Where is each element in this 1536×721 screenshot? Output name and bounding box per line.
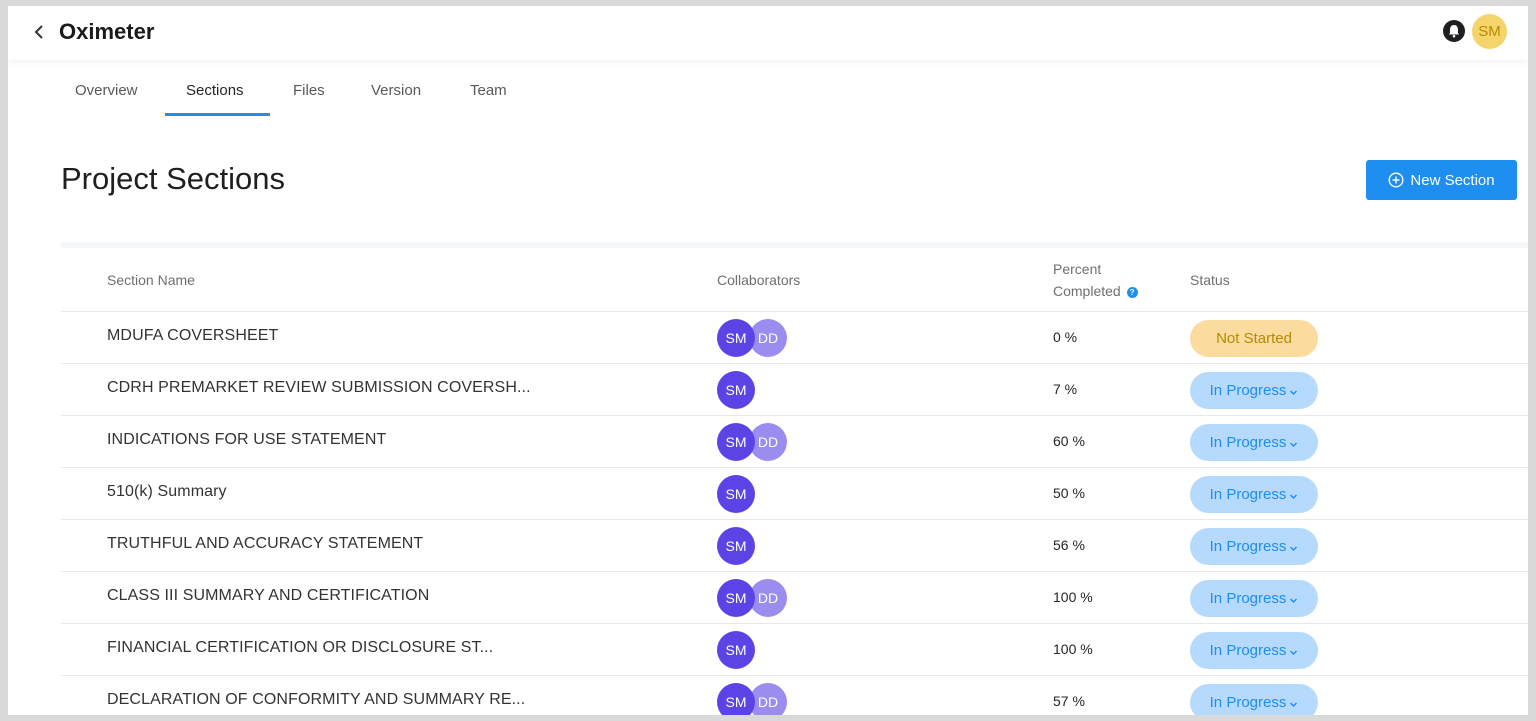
status-dropdown[interactable]: In Progress — [1190, 684, 1318, 715]
section-name[interactable]: DECLARATION OF CONFORMITY AND SUMMARY RE… — [107, 691, 526, 708]
tab-bar: Overview Sections Files Version Team — [8, 66, 1528, 118]
status-dropdown[interactable]: In Progress — [1190, 528, 1318, 565]
plus-circle-icon — [1388, 172, 1404, 188]
app-title: Oximeter — [59, 19, 155, 44]
section-name[interactable]: CLASS III SUMMARY AND CERTIFICATION — [107, 587, 430, 604]
percent-completed: 7 % — [1053, 381, 1078, 397]
table-row[interactable]: CDRH PREMARKET REVIEW SUBMISSION COVERSH… — [61, 364, 1528, 416]
status-label: In Progress — [1209, 642, 1287, 659]
header-collaborators: Collaborators — [717, 272, 801, 288]
chevron-down-icon — [1290, 702, 1298, 707]
table-row[interactable]: 510(k) Summary SM 50 % In Progress — [61, 468, 1528, 520]
collaborator-avatar[interactable]: SM — [717, 475, 755, 513]
section-name[interactable]: FINANCIAL CERTIFICATION OR DISCLOSURE ST… — [107, 639, 494, 656]
collaborator-avatar[interactable]: SM — [717, 371, 755, 409]
help-icon[interactable]: ? — [1126, 286, 1138, 298]
status-dropdown[interactable]: In Progress — [1190, 424, 1318, 461]
header-status: Status — [1190, 272, 1230, 288]
top-bar: Oximeter SM — [8, 6, 1528, 60]
bell-icon[interactable] — [1443, 20, 1465, 42]
collaborator-avatar[interactable]: SM — [717, 527, 755, 565]
chevron-left-icon[interactable] — [30, 21, 48, 43]
header-percent-completed[interactable]: Percent Completed ? — [1053, 258, 1138, 302]
collaborator-avatar[interactable]: SM — [717, 319, 755, 357]
collaborator-avatar[interactable]: SM — [717, 683, 755, 715]
tab-team[interactable]: Team — [470, 82, 507, 99]
section-name[interactable]: INDICATIONS FOR USE STATEMENT — [107, 431, 387, 448]
status-label: In Progress — [1209, 382, 1287, 399]
chevron-down-icon — [1290, 442, 1298, 447]
page-title: Project Sections — [61, 161, 285, 196]
table-row[interactable]: MDUFA COVERSHEET SM DD 0 % Not Started — [61, 312, 1528, 364]
collaborator-avatar[interactable]: DD — [749, 683, 787, 715]
tab-files[interactable]: Files — [293, 82, 325, 99]
status-label: In Progress — [1209, 538, 1287, 555]
collaborator-avatar[interactable]: SM — [717, 579, 755, 617]
section-name[interactable]: CDRH PREMARKET REVIEW SUBMISSION COVERSH… — [107, 379, 531, 396]
table-row[interactable]: FINANCIAL CERTIFICATION OR DISCLOSURE ST… — [61, 624, 1528, 676]
collaborator-avatar[interactable]: SM — [717, 631, 755, 669]
new-section-label: New Section — [1410, 171, 1495, 189]
sections-table: Section Name Collaborators Percent Compl… — [61, 242, 1528, 715]
status-dropdown[interactable]: In Progress — [1190, 580, 1318, 617]
status-label: In Progress — [1209, 694, 1287, 711]
table-row[interactable]: CLASS III SUMMARY AND CERTIFICATION SM DD 1… — [61, 572, 1528, 624]
status-dropdown[interactable]: In Progress — [1190, 372, 1318, 409]
header-section-name[interactable]: Section Name — [107, 272, 195, 288]
table-header: Section Name Collaborators Percent Compl… — [61, 248, 1528, 312]
status-dropdown[interactable]: Not Started — [1190, 320, 1318, 357]
status-dropdown[interactable]: In Progress — [1190, 476, 1318, 513]
percent-completed: 100 % — [1053, 589, 1093, 605]
collaborator-avatar[interactable]: DD — [749, 423, 787, 461]
status-dropdown[interactable]: In Progress — [1190, 632, 1318, 669]
header-percent-line1: Percent — [1053, 261, 1102, 277]
chevron-down-icon — [1290, 494, 1298, 499]
active-tab-indicator — [165, 113, 270, 116]
tab-version[interactable]: Version — [371, 82, 422, 99]
app-frame: Oximeter SM Overview Sections Files Vers… — [8, 6, 1528, 715]
tab-sections[interactable]: Sections — [186, 82, 244, 99]
tab-overview[interactable]: Overview — [75, 82, 138, 99]
chevron-down-icon — [1290, 598, 1298, 603]
table-row[interactable]: TRUTHFUL AND ACCURACY STATEMENT SM 56 % In … — [61, 520, 1528, 572]
status-label: Not Started — [1216, 330, 1292, 347]
new-section-button[interactable]: New Section — [1366, 160, 1517, 200]
header-percent-line2: Completed — [1053, 283, 1121, 299]
percent-completed: 60 % — [1053, 433, 1085, 449]
status-label: In Progress — [1209, 434, 1287, 451]
chevron-down-icon — [1290, 390, 1298, 395]
section-name[interactable]: TRUTHFUL AND ACCURACY STATEMENT — [107, 535, 424, 552]
percent-completed: 57 % — [1053, 693, 1085, 709]
collaborator-avatar[interactable]: SM — [717, 423, 755, 461]
collaborator-avatar[interactable]: DD — [749, 319, 787, 357]
section-name[interactable]: MDUFA COVERSHEET — [107, 327, 279, 344]
table-row[interactable]: INDICATIONS FOR USE STATEMENT SM DD 60 % In … — [61, 416, 1528, 468]
percent-completed: 0 % — [1053, 329, 1078, 345]
percent-completed: 50 % — [1053, 485, 1085, 501]
percent-completed: 56 % — [1053, 537, 1085, 553]
user-avatar[interactable]: SM — [1472, 14, 1507, 49]
table-row[interactable]: DECLARATION OF CONFORMITY AND SUMMARY RE… — [61, 676, 1528, 715]
section-name[interactable]: 510(k) Summary — [107, 483, 227, 500]
collaborator-avatar[interactable]: DD — [749, 579, 787, 617]
chevron-down-icon — [1290, 650, 1298, 655]
chevron-down-icon — [1290, 546, 1298, 551]
percent-completed: 100 % — [1053, 641, 1093, 657]
status-label: In Progress — [1209, 590, 1287, 607]
status-label: In Progress — [1209, 486, 1287, 503]
